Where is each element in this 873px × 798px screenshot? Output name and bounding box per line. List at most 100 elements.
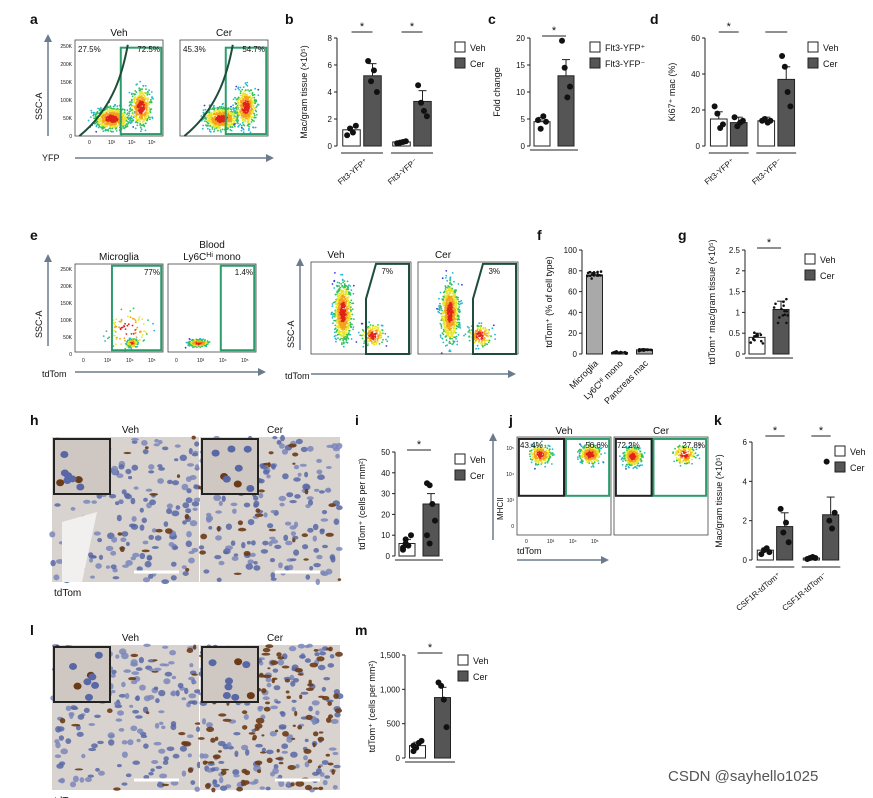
flow-e2-plot-1-event: [457, 298, 459, 301]
flow-a-plot-0-event: [148, 89, 151, 92]
flow-e2-plot-0-event: [370, 330, 373, 333]
flow-e2-plot-0-event: [348, 284, 350, 286]
flow-e1-plot-0-event: [153, 329, 156, 332]
flow-a-plot-1-event: [211, 126, 214, 129]
flow-j-plot-0-event: [540, 460, 543, 463]
flow-a-plot-0-event: [99, 123, 102, 125]
flow-e2-plot-1-event: [449, 306, 452, 309]
flow-a-plot-0-event: [102, 117, 104, 119]
flow-e2-plot-0-event: [331, 283, 334, 285]
flow-j-plot-0-event: [544, 454, 547, 456]
flow-a-ytick: 100K: [60, 98, 72, 104]
flow-a-plot-0-event: [141, 106, 144, 109]
flow-a-plot-0-event: [95, 130, 98, 133]
flow-e2-plot-0-event: [338, 332, 340, 335]
flow-e2-plot-1-event: [441, 318, 444, 320]
flow-a-plot-1-event: [246, 104, 249, 106]
flow-a-plot-1-event: [242, 128, 245, 131]
flow-a-plot-0-event: [94, 115, 97, 118]
flow-e1-pct: 77%: [144, 268, 160, 277]
flow-e2-plot-1-event: [454, 293, 456, 296]
flow-e2-plot-1-event: [484, 328, 487, 331]
flow-e1-plot-0-event: [114, 326, 116, 329]
flow-a-plot-1-event: [200, 115, 203, 117]
flow-e2-plot-1-event: [446, 301, 448, 304]
flow-e2-plot-1-event: [445, 335, 447, 338]
flow-e2-plot-1-event: [440, 312, 442, 315]
flow-a-plot-0-event: [149, 116, 151, 119]
flow-j-plot-0-event: [543, 459, 546, 462]
flow-e2-plot-0-event: [346, 331, 348, 334]
flow-e1-plot-0-event: [126, 340, 128, 343]
flow-a-plot-0-event: [107, 116, 109, 119]
flow-a-plot-0-event: [137, 100, 140, 103]
flow-a-plot-0-event: [149, 108, 152, 111]
panel-label-a: a: [30, 11, 38, 27]
flow-a-plot-0-event: [141, 118, 144, 121]
flow-e2-plot-1-event: [475, 339, 478, 342]
flow-e2-pct: 3%: [488, 267, 500, 276]
flow-e2-plot-0-event: [332, 315, 334, 318]
flow-a-plot-1-event: [211, 108, 214, 110]
flow-a-plot-0-event: [149, 110, 152, 112]
flow-e2-plot-1-event: [452, 293, 455, 295]
flow-e2-plot-1-event: [439, 334, 442, 337]
flow-e2-plot-0-event: [344, 328, 347, 331]
flow-e2-title: Cer: [435, 250, 452, 261]
flow-a-plot-0-event: [143, 103, 146, 106]
flow-a-plot-1-event: [249, 89, 252, 92]
flow-a-plot-0-event: [145, 98, 148, 100]
flow-a-plot-0-event: [141, 98, 144, 100]
flow-a-plot-0-event: [112, 105, 115, 108]
flow-e2-plot-1-event: [478, 338, 481, 341]
flow-e1-plot-0-event: [122, 326, 124, 329]
flow-a-plot-1-event: [239, 86, 242, 89]
panel-label-i: i: [355, 412, 359, 428]
flow-a-plot-0-event: [132, 109, 135, 112]
flow-e2-plot-1-event: [440, 352, 443, 354]
flow-e1-plot-1-event: [204, 339, 206, 342]
flow-a-plot-1-event: [244, 94, 247, 97]
panel-label-d: d: [650, 11, 659, 27]
flow-a-plot-0-event: [132, 113, 134, 115]
flow-a-plot-1-event: [207, 115, 210, 117]
flow-a-plot-0-event: [143, 96, 146, 98]
flow-j-plot-0-event: [544, 462, 547, 464]
flow-e2-plot-1-event: [445, 277, 447, 279]
flow-e2-plot-0-event: [348, 292, 350, 295]
flow-e2-plot-1-event: [449, 286, 452, 289]
flow-e2-plot-0-event: [341, 284, 344, 287]
flow-a-plot-1-event: [201, 127, 204, 130]
flow-e2-plot-0-event: [341, 328, 344, 331]
flow-a-plot-1-event: [249, 101, 252, 104]
flow-j-plot-0-event: [548, 457, 550, 460]
flow-e1-plot-1-event: [196, 341, 199, 343]
flow-j-plot-0-event: [542, 456, 545, 458]
flow-e2-plot-0-event: [350, 318, 353, 320]
flow-e2-plot-1-event: [449, 303, 452, 306]
flow-a-plot-0-event: [107, 130, 110, 132]
flow-e2-plot-0-event: [331, 311, 334, 314]
flow-a-plot-1-event: [247, 96, 250, 99]
flow-e2-plot-1-event: [451, 335, 454, 337]
panel-label-f: f: [537, 227, 542, 243]
flow-e2-plot-1-event: [440, 306, 442, 309]
flow-a-plot-0-event: [135, 117, 138, 120]
flow-e2-plot-0-event: [338, 282, 341, 284]
flow-e2-plot-1-event: [476, 324, 479, 327]
flow-a-plot-0-event: [134, 107, 136, 109]
flow-e2-plot-1-event: [460, 302, 462, 305]
flow-a-plot-0-event: [126, 125, 129, 128]
flow-a-plot-1-event: [241, 96, 244, 99]
flow-e2-plot-0-event: [369, 333, 372, 336]
flow-e2-plot-0-event: [341, 299, 344, 302]
flow-e2-plot-1-event: [475, 336, 478, 338]
flow-e2-plot-1-event: [484, 333, 486, 336]
flow-a-plot-1-event: [242, 92, 245, 94]
flow-e2-plot-0-event: [347, 325, 350, 328]
flow-e2-plot-0-event: [351, 313, 354, 316]
flow-e2-plot-1-event: [440, 327, 443, 329]
flow-e2-plot-0-event: [337, 319, 339, 322]
flow-a-plot-0-event: [130, 120, 133, 122]
